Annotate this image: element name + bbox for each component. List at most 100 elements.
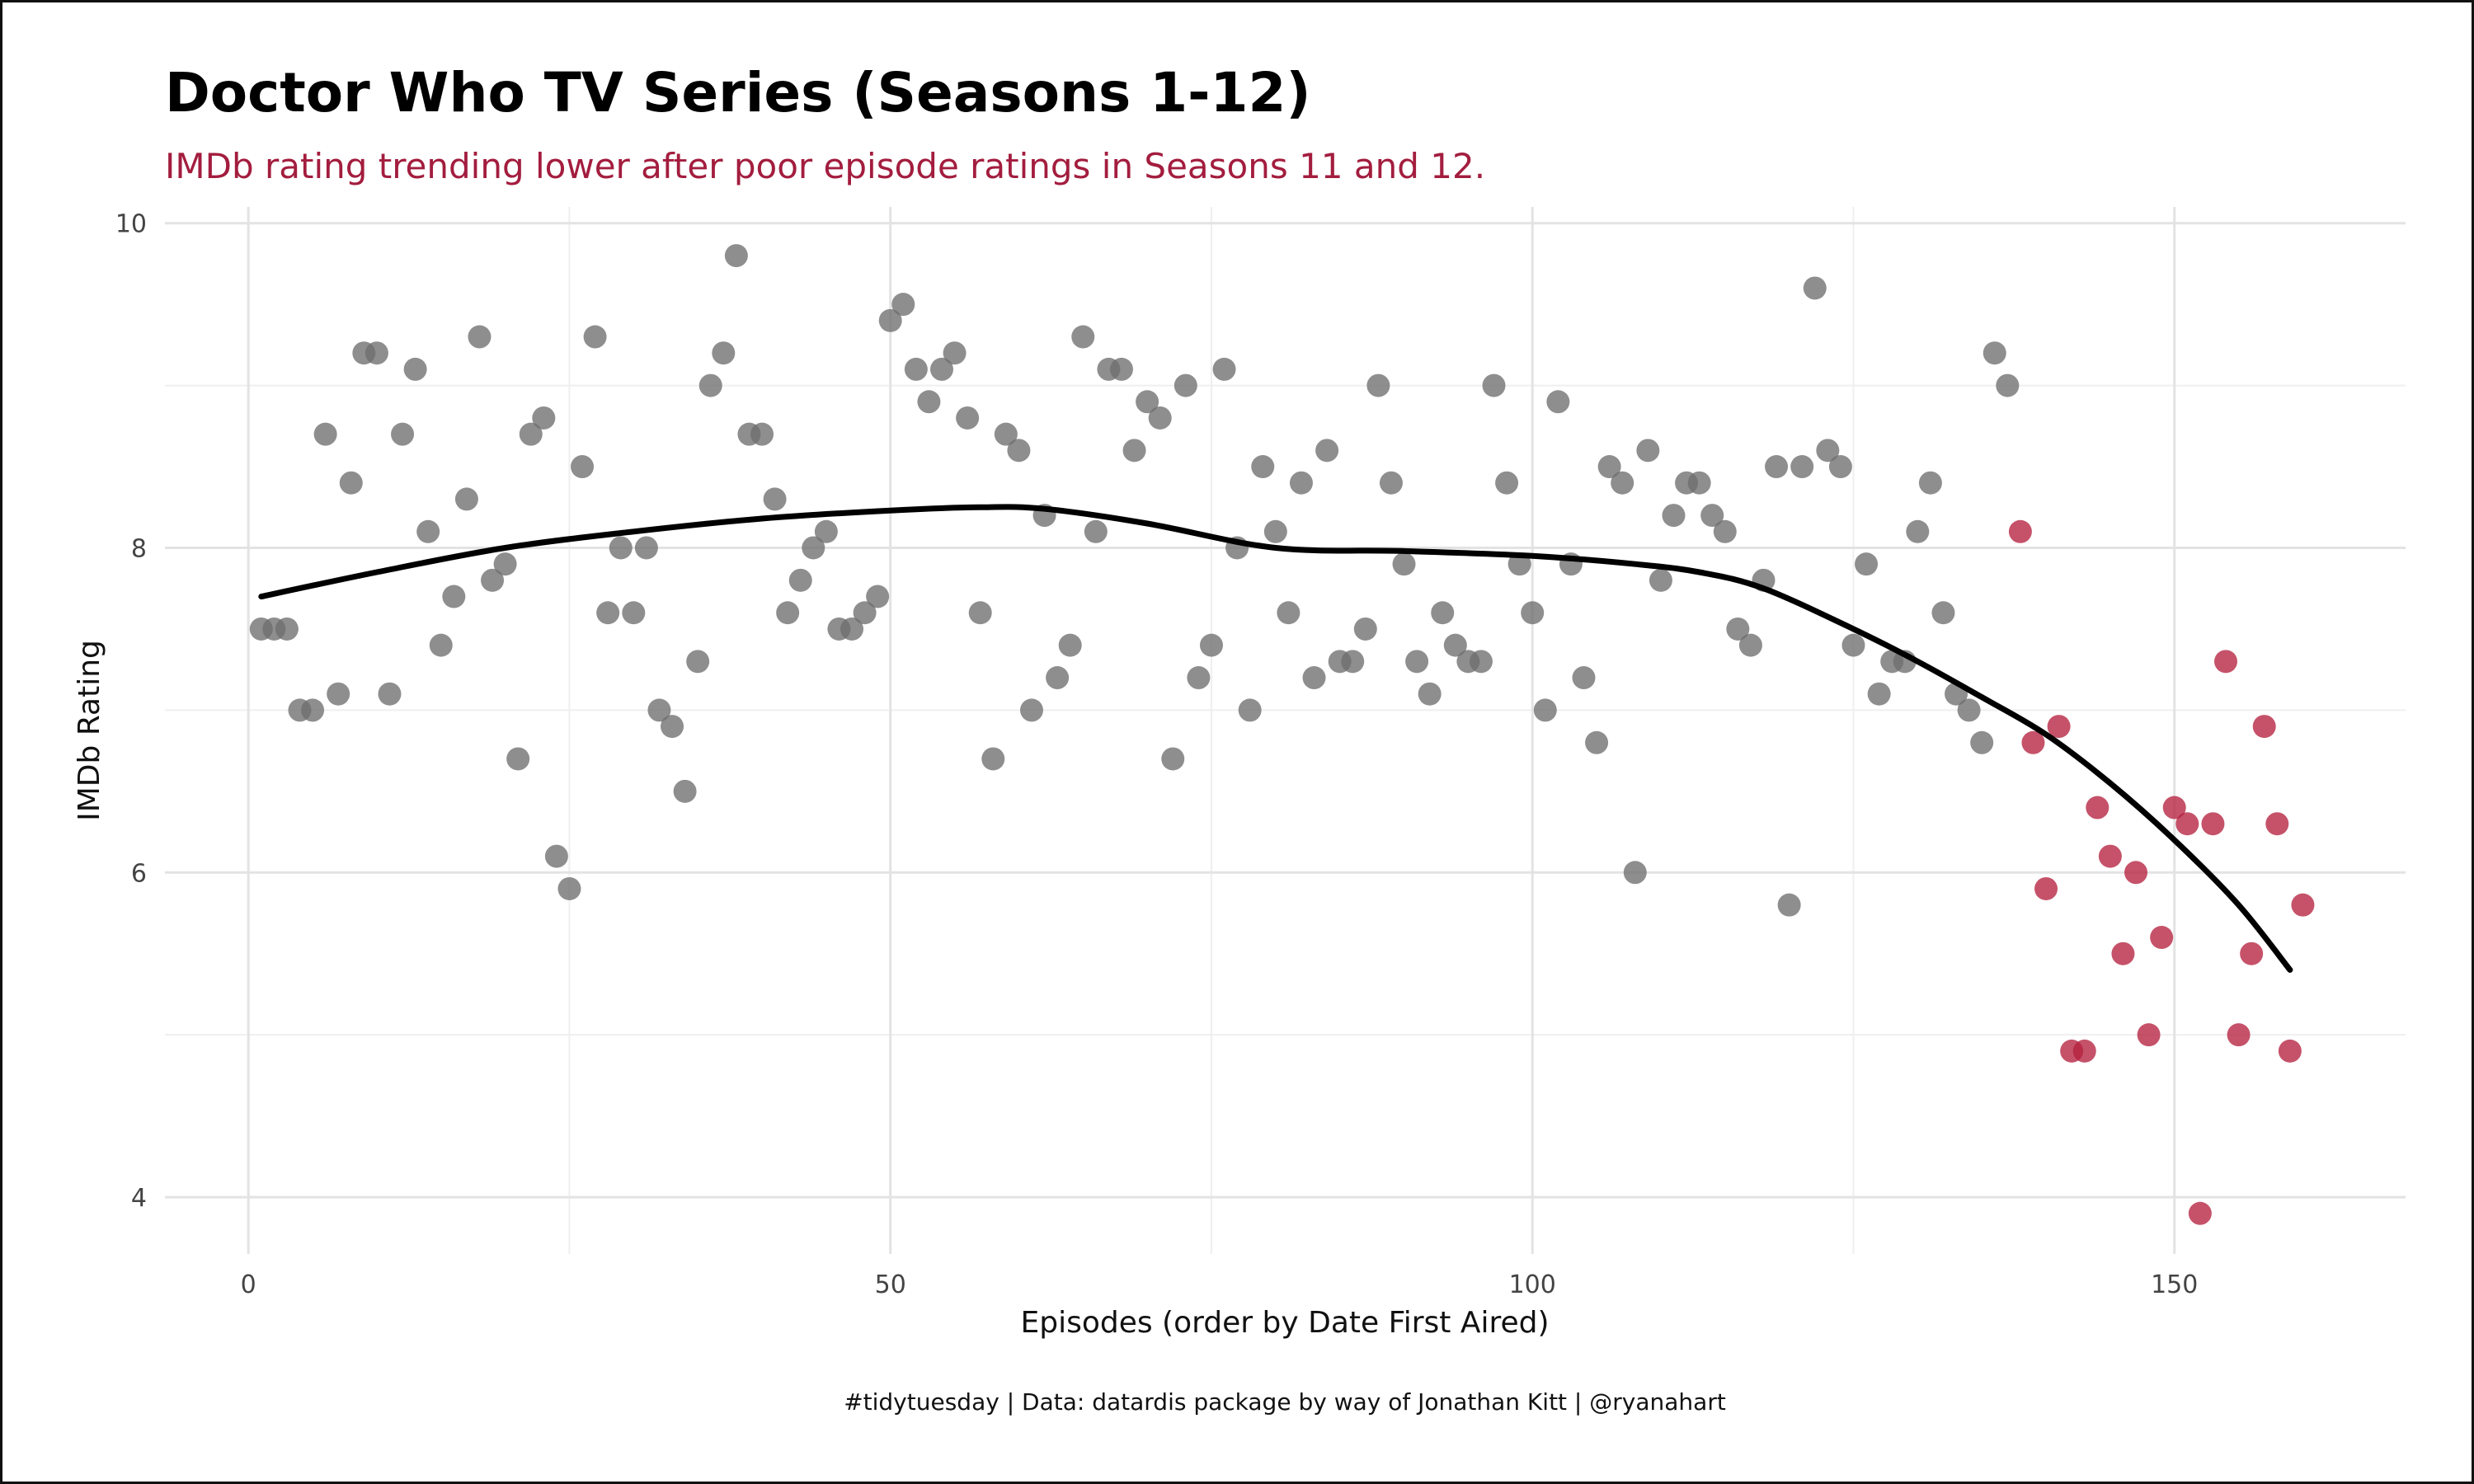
data-point <box>2252 715 2276 739</box>
data-point <box>1007 439 1031 463</box>
trend-line <box>258 504 2293 973</box>
data-point <box>1855 552 1879 576</box>
data-point <box>2278 1039 2302 1063</box>
data-point <box>2227 1023 2251 1047</box>
data-point <box>2124 861 2148 885</box>
x-tick-label: 0 <box>241 1270 256 1299</box>
data-point <box>1392 552 1416 576</box>
data-point <box>2098 844 2122 868</box>
data-point <box>493 552 517 576</box>
data-point <box>878 308 902 332</box>
data-point <box>1996 373 2020 397</box>
data-point <box>1982 341 2006 365</box>
data-point <box>866 585 890 608</box>
data-point <box>313 422 337 446</box>
data-point <box>2175 812 2199 836</box>
data-point <box>2291 893 2315 917</box>
data-point <box>596 601 620 625</box>
data-point <box>763 487 787 511</box>
data-point <box>2265 812 2289 836</box>
data-point <box>956 406 980 430</box>
data-point <box>1443 633 1467 657</box>
chart-caption: #tidytuesday | Data: datardis package by… <box>844 1388 1726 1416</box>
data-point <box>1148 406 1172 430</box>
data-point <box>2072 1039 2096 1063</box>
chart-subtitle: IMDb rating trending lower after poor ep… <box>165 146 1485 186</box>
data-point <box>468 325 492 349</box>
data-point <box>1611 471 1634 495</box>
data-point <box>1918 471 1942 495</box>
data-point <box>1906 519 1930 543</box>
data-point <box>1071 325 1095 349</box>
data-point <box>1572 666 1596 690</box>
data-point <box>673 779 697 803</box>
x-tick-label: 100 <box>1509 1270 1556 1299</box>
x-tick-label: 150 <box>2151 1270 2198 1299</box>
data-point <box>943 341 967 365</box>
data-point <box>378 682 402 706</box>
data-point <box>2162 796 2186 819</box>
data-point <box>994 422 1018 446</box>
data-point <box>1765 455 1789 479</box>
data-point <box>634 536 658 560</box>
data-point <box>917 390 941 414</box>
data-point <box>583 325 607 349</box>
data-point <box>1238 698 1262 722</box>
data-point <box>661 715 684 739</box>
data-point <box>802 536 825 560</box>
data-point <box>1828 455 1852 479</box>
data-point <box>981 747 1005 771</box>
data-point <box>1212 357 1236 381</box>
data-point <box>1431 601 1455 625</box>
data-point <box>1623 861 1647 885</box>
data-point <box>1289 471 1313 495</box>
data-point <box>1277 601 1300 625</box>
data-point <box>776 601 800 625</box>
data-point <box>609 536 633 560</box>
data-point <box>1597 455 1621 479</box>
data-point <box>2214 650 2238 674</box>
data-point <box>1046 666 1070 690</box>
data-point <box>1931 601 1955 625</box>
data-point <box>506 747 530 771</box>
data-point <box>1019 698 1043 722</box>
data-point <box>532 406 556 430</box>
trend-layer <box>258 504 2293 973</box>
data-point <box>698 373 722 397</box>
data-point <box>1469 650 1493 674</box>
data-point <box>1803 276 1827 300</box>
data-point <box>1649 568 1672 592</box>
data-point <box>1058 633 1082 657</box>
data-point <box>391 422 415 446</box>
data-point <box>2240 942 2264 965</box>
data-point <box>1174 373 1197 397</box>
data-point <box>1841 633 1865 657</box>
data-point <box>1199 633 1223 657</box>
y-tick-label: 4 <box>131 1184 147 1213</box>
data-point <box>929 357 953 381</box>
data-point <box>2034 876 2058 900</box>
data-point <box>442 585 466 608</box>
data-point <box>2150 926 2174 950</box>
data-point <box>481 568 505 592</box>
data-point <box>301 698 325 722</box>
data-point <box>519 422 543 446</box>
data-point <box>1687 471 1711 495</box>
data-point <box>2021 730 2045 754</box>
data-point <box>1136 390 1159 414</box>
data-point <box>1777 893 1801 917</box>
data-point <box>1109 357 1133 381</box>
data-point <box>814 519 838 543</box>
data-point <box>571 455 595 479</box>
data-point <box>853 601 877 625</box>
data-point <box>1585 730 1609 754</box>
data-point <box>1353 617 1377 641</box>
data-point <box>454 487 478 511</box>
data-points <box>249 244 2315 1225</box>
data-point <box>1521 601 1545 625</box>
data-point <box>2137 1023 2161 1047</box>
data-point <box>275 617 299 641</box>
data-point <box>2047 715 2071 739</box>
